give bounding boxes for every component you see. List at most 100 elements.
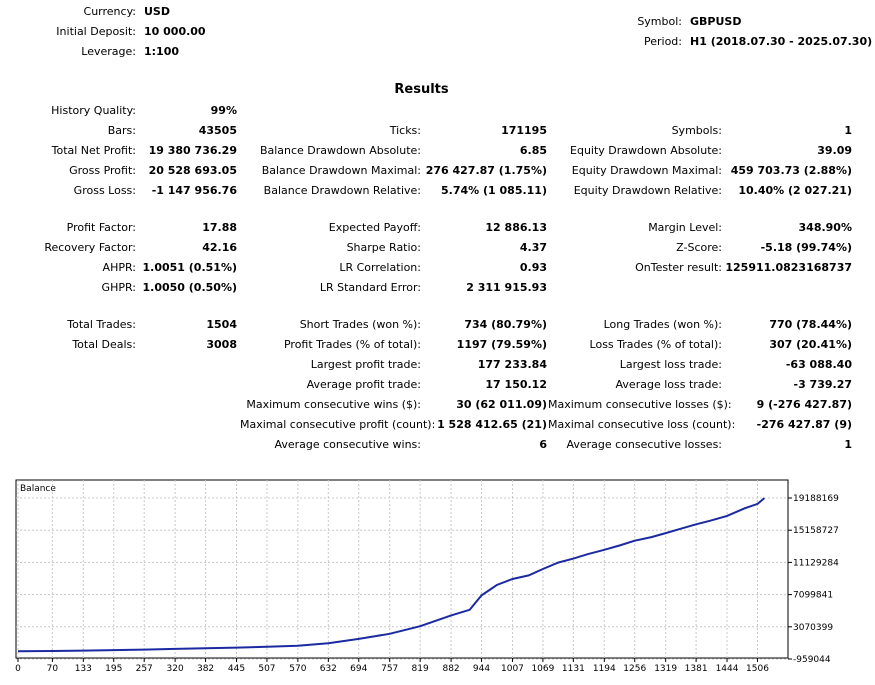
stat-value: 19 380 736.29 xyxy=(148,144,237,157)
stat-label: Total Deals: xyxy=(72,338,136,351)
y-tick-label: 7099841 xyxy=(793,591,833,601)
stat-value: 348.90% xyxy=(798,221,852,234)
stat-label: Maximum consecutive losses ($): xyxy=(548,398,732,411)
stat-label: Long Trades (won %): xyxy=(603,318,722,331)
stat-value: 12 886.13 xyxy=(485,221,547,234)
stat-label: Balance Drawdown Relative: xyxy=(263,184,421,197)
stat-value: 43505 xyxy=(198,124,237,137)
x-axis: 0 70 133 195 257 320 382 445 507 570 632 694 757 819 8… xyxy=(15,658,769,674)
stat-value: 17 150.12 xyxy=(485,378,547,391)
header-left-label: Initial Deposit: xyxy=(56,25,136,38)
stat-value: 9 (-276 427.87) xyxy=(756,398,852,411)
header-right-value: H1 (2018.07.30 - 2025.07.30) xyxy=(690,35,873,48)
stat-value: -276 427.87 (9) xyxy=(756,418,852,431)
stat-value: 3008 xyxy=(206,338,237,351)
header-left-value: 10 000.00 xyxy=(144,25,206,38)
stat-value: -5.18 (99.74%) xyxy=(760,241,852,254)
stat-label: History Quality: xyxy=(51,104,136,117)
x-tick-label: 195 xyxy=(105,664,122,674)
stat-label: Expected Payoff: xyxy=(328,221,421,234)
stat-value: 6 xyxy=(539,438,547,451)
x-tick-label: 632 xyxy=(320,664,337,674)
x-tick-label: 445 xyxy=(228,664,245,674)
stat-value: 177 233.84 xyxy=(477,358,547,371)
stat-label: Margin Level: xyxy=(648,221,722,234)
x-tick-label: 70 xyxy=(47,664,59,674)
stat-label: Gross Loss: xyxy=(73,184,136,197)
header-left-value: USD xyxy=(144,5,170,18)
stat-value: 276 427.87 (1.75%) xyxy=(425,164,547,177)
stat-value: 42.16 xyxy=(202,241,237,254)
stat-value: 1.0050 (0.50%) xyxy=(142,281,238,294)
x-tick-label: 320 xyxy=(167,664,184,674)
stat-label: Bars: xyxy=(107,124,136,137)
stat-value: 1.0051 (0.51%) xyxy=(142,261,238,274)
stat-label: Average profit trade: xyxy=(306,378,421,391)
x-tick-label: 1381 xyxy=(685,664,708,674)
results-title: Results xyxy=(394,82,449,97)
y-tick-label: -959044 xyxy=(793,655,831,665)
stat-label: Ticks: xyxy=(389,124,421,137)
stat-value: 1504 xyxy=(206,318,237,331)
x-tick-label: 382 xyxy=(197,664,214,674)
stat-value: 1 528 412.65 (21) xyxy=(437,418,547,431)
x-tick-label: 1194 xyxy=(593,664,616,674)
header-left-label: Leverage: xyxy=(81,45,136,58)
stat-value: 125911.0823168737 xyxy=(725,261,852,274)
y-tick-label: 11129284 xyxy=(793,558,839,568)
chart-grid xyxy=(16,480,788,660)
x-tick-label: 0 xyxy=(15,664,21,674)
chart-title: Balance xyxy=(20,484,56,494)
x-tick-label: 133 xyxy=(75,664,92,674)
balance-series-line xyxy=(17,497,766,653)
stat-label: Profit Trades (% of total): xyxy=(283,338,421,351)
stat-value: 171195 xyxy=(501,124,547,137)
stat-label: Largest profit trade: xyxy=(310,358,421,371)
stat-label: OnTester result: xyxy=(635,261,722,274)
x-tick-label: 819 xyxy=(412,664,429,674)
x-tick-label: 507 xyxy=(258,664,275,674)
stat-value: 1 xyxy=(844,438,852,451)
x-tick-label: 1319 xyxy=(654,664,677,674)
stat-label: GHPR: xyxy=(101,281,136,294)
stat-value: 6.85 xyxy=(519,144,547,157)
stat-label: Average consecutive losses: xyxy=(566,438,722,451)
stat-value: 1 xyxy=(844,124,852,137)
stat-label: Total Trades: xyxy=(67,318,136,331)
stat-label: Maximum consecutive wins ($): xyxy=(246,398,421,411)
stat-value: 39.09 xyxy=(817,144,852,157)
stat-label: LR Correlation: xyxy=(339,261,421,274)
x-tick-label: 1506 xyxy=(746,664,769,674)
stat-label: Loss Trades (% of total): xyxy=(589,338,722,351)
header-right-label: Symbol: xyxy=(637,15,682,28)
x-tick-label: 1256 xyxy=(623,664,646,674)
stat-label: Equity Drawdown Relative: xyxy=(573,184,722,197)
header-left-label: Currency: xyxy=(83,5,136,18)
x-tick-label: 1131 xyxy=(562,664,585,674)
y-tick-label: 15158727 xyxy=(793,526,839,536)
stat-value: -3 739.27 xyxy=(793,378,853,391)
stat-value: 10.40% (2 027.21) xyxy=(738,184,852,197)
y-tick-label: 3070399 xyxy=(793,623,833,633)
stat-value: 307 (20.41%) xyxy=(769,338,852,351)
stat-label: Average loss trade: xyxy=(615,378,722,391)
header-left-value: 1:100 xyxy=(144,45,180,58)
x-tick-label: 257 xyxy=(136,664,153,674)
stat-value: 734 (80.79%) xyxy=(464,318,547,331)
stat-label: Maximal consecutive profit (count): xyxy=(240,418,436,431)
x-tick-label: 1069 xyxy=(531,664,554,674)
stat-value: 17.88 xyxy=(202,221,237,234)
stat-label: LR Standard Error: xyxy=(319,281,421,294)
stat-label: Gross Profit: xyxy=(69,164,136,177)
stat-label: Total Net Profit: xyxy=(51,144,136,157)
x-tick-label: 570 xyxy=(289,664,306,674)
stat-label: Profit Factor: xyxy=(66,221,136,234)
stat-value: 99% xyxy=(210,104,237,117)
x-tick-label: 1007 xyxy=(501,664,524,674)
stat-value: -63 088.40 xyxy=(785,358,852,371)
header-right-value: GBPUSD xyxy=(690,15,742,28)
stat-value: 1197 (79.59%) xyxy=(456,338,547,351)
x-tick-label: 694 xyxy=(350,664,367,674)
x-tick-label: 944 xyxy=(473,664,490,674)
stat-value: 459 703.73 (2.88%) xyxy=(730,164,852,177)
